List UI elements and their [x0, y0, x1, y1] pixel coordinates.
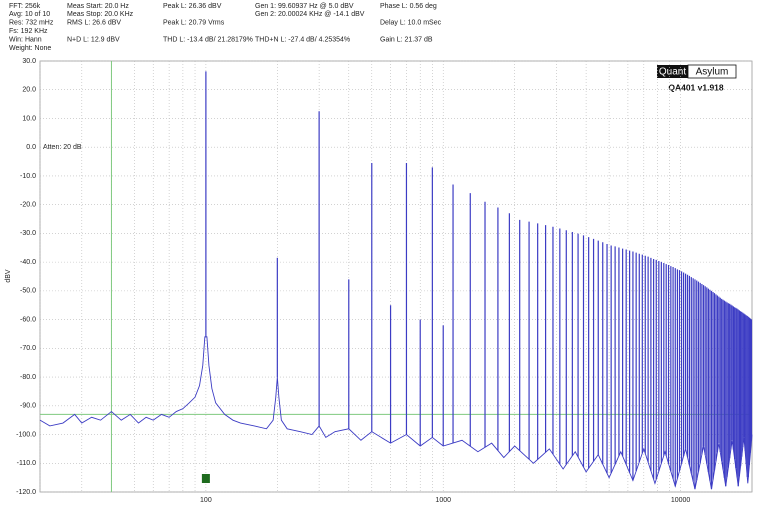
header-text: FFT: 256k	[9, 3, 41, 10]
logo-box	[657, 65, 688, 78]
x-tick-label: 10000	[671, 497, 691, 504]
annotation: Atten: 20 dB	[43, 144, 82, 151]
header-text: Phase L: 0.56 deg	[380, 3, 437, 10]
version: QA401 v1.918	[668, 82, 724, 92]
logo-text: Asylum	[696, 67, 729, 78]
header-text: Avg: 10 of 10	[9, 11, 50, 18]
y-tick-label: -80.0	[20, 374, 36, 381]
header-text: Peak L: 26.36 dBV	[163, 3, 222, 10]
logo-box	[687, 64, 737, 79]
y-tick-label: -50.0	[20, 288, 36, 295]
y-tick-label: -70.0	[20, 345, 36, 352]
header-text: Gain L: 21.37 dB	[380, 36, 433, 43]
y-tick-label: 30.0	[22, 58, 36, 65]
y-tick-label: -40.0	[20, 259, 36, 266]
header-text: Peak L: 20.79 Vrms	[163, 20, 225, 27]
y-tick-label: -110.0	[17, 460, 36, 467]
header-text: Win: Hann	[9, 36, 42, 43]
header-text: N+D L: 12.9 dBV	[67, 36, 120, 43]
header-text: THD L: -13.4 dB/ 21.28179%	[163, 36, 253, 43]
y-tick-label: 0.0	[26, 144, 36, 151]
y-tick-label: -10.0	[20, 173, 36, 180]
header-text: Res: 732 mHz	[9, 20, 54, 27]
header-text: Weight: None	[9, 45, 51, 52]
header-text: Meas Stop: 20.0 KHz	[67, 11, 134, 18]
y-tick-label: -100.0	[16, 431, 36, 438]
y-tick-label: 10.0	[22, 115, 36, 122]
header-text: Meas Start: 20.0 Hz	[67, 3, 129, 10]
x-tick-label: 1000	[435, 497, 451, 504]
marker	[201, 474, 210, 483]
y-tick-label: -30.0	[20, 230, 36, 237]
header-text: Gen 1: 99.60937 Hz @ 5.0 dBV	[255, 3, 354, 10]
y-tick-label: 20.0	[22, 87, 36, 94]
y-tick-label: -120.0	[16, 489, 36, 496]
header-text: RMS L: 26.6 dBV	[67, 20, 121, 27]
y-tick-label: -60.0	[20, 316, 36, 323]
y-tick-label: -90.0	[20, 403, 36, 410]
header-text: Gen 2: 20.00024 KHz @ -14.1 dBV	[255, 11, 365, 18]
x-tick-label: 100	[200, 497, 212, 504]
logo: Quant Asylum QA401 v1.918	[657, 64, 737, 92]
header-text: Fs: 192 KHz	[9, 28, 48, 35]
y-tick-label: -20.0	[20, 202, 36, 209]
y-axis-label: dBV	[5, 269, 12, 283]
header-text: THD+N L: -27.4 dB/ 4.25354%	[255, 36, 350, 43]
logo-text: Quant	[659, 67, 686, 78]
header-text: Delay L: 10.0 mSec	[380, 20, 442, 27]
